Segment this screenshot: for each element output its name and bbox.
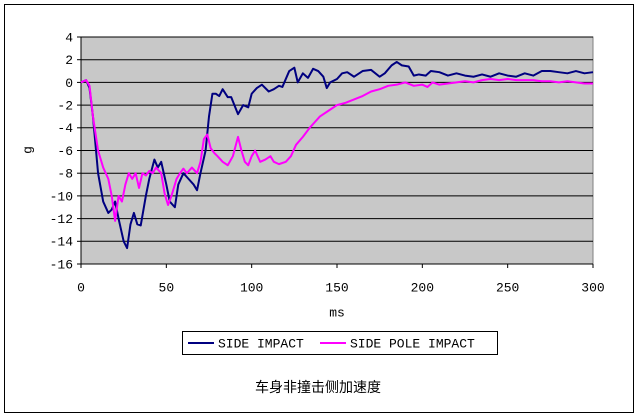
y-tick-label: -12 — [50, 212, 73, 227]
y-tick-label: -2 — [57, 99, 73, 114]
y-tick-label: 0 — [65, 76, 73, 91]
x-tick-label: 300 — [581, 280, 604, 295]
series-line — [80, 60, 594, 250]
y-tick-label: -8 — [57, 167, 73, 182]
legend: SIDE IMPACT SIDE POLE IMPACT — [182, 331, 498, 355]
x-tick-label: 250 — [496, 280, 519, 295]
x-axis-label: ms — [329, 305, 345, 320]
x-tick-label: 200 — [411, 280, 434, 295]
y-tick-label: 4 — [65, 30, 73, 45]
y-tick-label: -14 — [50, 235, 74, 250]
y-tick-label: -4 — [57, 121, 73, 136]
series-line — [80, 77, 593, 222]
x-tick-label: 50 — [159, 280, 175, 295]
y-tick-label: -10 — [50, 189, 73, 204]
chart-title: 车身非撞击侧加速度 — [255, 379, 381, 396]
legend-label: SIDE IMPACT — [218, 336, 304, 351]
y-tick-label: -6 — [57, 144, 73, 159]
y-axis-label: g — [20, 146, 35, 154]
x-tick-label: 150 — [325, 280, 348, 295]
x-tick-label: 100 — [240, 280, 263, 295]
x-tick-label: 0 — [77, 280, 85, 295]
y-tick-label: -16 — [50, 257, 73, 272]
y-tick-label: 2 — [65, 53, 73, 68]
legend-label: SIDE POLE IMPACT — [350, 336, 475, 351]
